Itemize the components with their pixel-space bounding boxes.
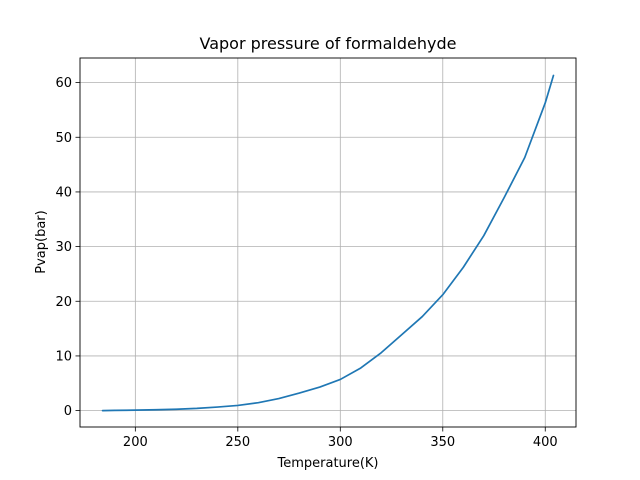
y-tick-label: 0 bbox=[64, 404, 72, 419]
y-tick-label: 40 bbox=[55, 185, 72, 200]
y-axis-label: Pvap(bar) bbox=[34, 210, 49, 273]
x-tick-label: 300 bbox=[328, 435, 353, 450]
y-tick-label: 30 bbox=[55, 240, 72, 255]
chart-title: Vapor pressure of formaldehyde bbox=[200, 34, 457, 53]
ticks: 200 250 300 350 400 0 10 20 30 40 50 60 bbox=[55, 76, 557, 450]
y-tick-label: 20 bbox=[55, 295, 72, 310]
y-tick-label: 10 bbox=[55, 349, 72, 364]
x-tick-label: 200 bbox=[123, 435, 148, 450]
y-tick-label: 50 bbox=[55, 131, 72, 146]
vapor-pressure-line bbox=[101, 74, 555, 412]
series-line-group bbox=[101, 74, 555, 412]
x-tick-label: 250 bbox=[225, 435, 250, 450]
x-tick-label: 400 bbox=[533, 435, 558, 450]
x-axis-label: Temperature(K) bbox=[276, 456, 378, 471]
y-tick-label: 60 bbox=[55, 76, 72, 91]
plot-frame bbox=[79, 57, 577, 428]
x-tick-label: 350 bbox=[430, 435, 455, 450]
grid bbox=[80, 58, 576, 427]
